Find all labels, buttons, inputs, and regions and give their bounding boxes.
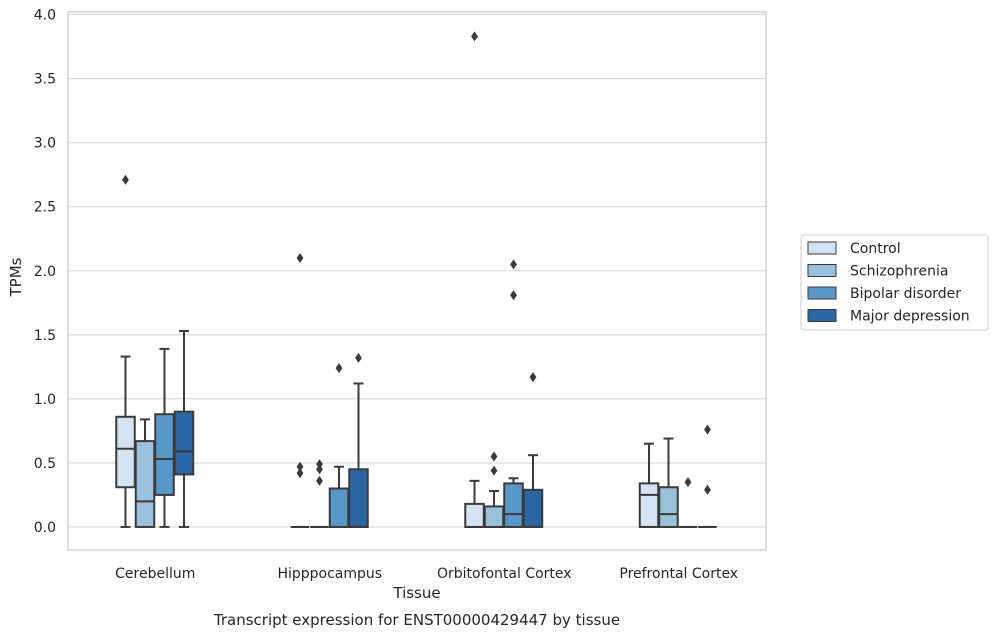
outlier-point xyxy=(529,372,537,383)
boxes xyxy=(115,31,717,528)
outlier-point xyxy=(355,352,362,363)
box-major-depression xyxy=(698,424,717,528)
outlier-point xyxy=(296,252,304,263)
outlier-point xyxy=(296,461,304,472)
y-tick-label: 4.0 xyxy=(34,8,56,24)
legend: Control Schizophrenia Bipolar disorder Majo… xyxy=(800,234,989,331)
outlier-point xyxy=(704,484,711,495)
outlier-point xyxy=(704,424,711,435)
box-major-depression xyxy=(522,372,544,528)
y-tick-label: 3.5 xyxy=(34,72,56,88)
box xyxy=(115,415,136,489)
y-tick-label: 3.0 xyxy=(34,136,56,152)
box-major-depression xyxy=(348,352,369,528)
legend-swatch xyxy=(807,264,837,277)
outlier-point xyxy=(316,459,323,470)
box-schizophrenia xyxy=(310,459,329,528)
outlier-point xyxy=(684,477,692,488)
chart-caption: Transcript expression for ENST0000042944… xyxy=(213,611,620,629)
legend-label: Control xyxy=(850,241,901,257)
box-major-depression xyxy=(173,329,195,528)
legend-label: Schizophrenia xyxy=(850,264,948,280)
y-axis: 0.0 0.5 1.0 1.5 2.0 2.5 3.0 3.5 4.0 xyxy=(34,8,56,536)
legend-label: Bipolar disorder xyxy=(850,286,961,302)
outlier-point xyxy=(122,174,129,185)
outlier-point xyxy=(296,468,304,479)
box xyxy=(522,488,544,528)
box xyxy=(134,440,156,528)
box-schizophrenia xyxy=(134,418,156,528)
box xyxy=(483,505,505,528)
outlier-point xyxy=(490,465,498,476)
box-control xyxy=(464,31,485,528)
box xyxy=(348,468,369,528)
legend-swatch xyxy=(807,286,837,300)
plot-frame xyxy=(67,11,767,551)
box xyxy=(154,413,175,496)
box xyxy=(658,486,679,528)
box-control xyxy=(638,442,660,528)
box-schizophrenia xyxy=(658,437,679,528)
y-tick-label: 0.0 xyxy=(34,520,56,536)
legend-frame xyxy=(800,234,989,331)
x-tick-label: Prefrontal Cortex xyxy=(619,566,738,582)
y-tick-label: 2.5 xyxy=(34,200,56,216)
box xyxy=(464,502,485,528)
box-bipolar-disorder xyxy=(328,363,350,528)
box xyxy=(503,482,524,528)
box-bipolar-disorder xyxy=(503,259,524,528)
y-tick-label: 1.5 xyxy=(34,328,56,344)
outlier-point xyxy=(335,363,343,374)
y-tick-label: 0.5 xyxy=(34,456,56,472)
legend-label: Major depression xyxy=(850,309,970,325)
outlier-point xyxy=(316,475,323,486)
x-tick-label: Cerebellum xyxy=(115,566,195,582)
x-tick-label: Hipppocampus xyxy=(277,566,382,582)
y-tick-label: 1.0 xyxy=(34,392,56,408)
box xyxy=(328,487,350,528)
box-control xyxy=(290,252,310,528)
outlier-point xyxy=(510,259,517,270)
outlier-point xyxy=(471,31,478,42)
x-tick-label: Orbitofontal Cortex xyxy=(437,566,572,582)
box-bipolar-disorder xyxy=(154,347,175,528)
box xyxy=(173,410,195,476)
legend-swatch xyxy=(807,309,837,322)
x-axis: Cerebellum Hipppocampus Orbitofontal Corte… xyxy=(115,566,738,582)
y-axis-title: TPMs xyxy=(7,257,25,297)
y-tick-label: 2.0 xyxy=(34,264,56,280)
box xyxy=(638,482,660,528)
x-axis-title: Tissue xyxy=(392,584,440,602)
outlier-point xyxy=(490,451,498,462)
outlier-point xyxy=(316,464,323,475)
box-control xyxy=(115,174,136,528)
legend-swatch xyxy=(807,241,837,255)
box-bipolar-disorder xyxy=(678,477,698,528)
outlier-point xyxy=(510,290,517,301)
